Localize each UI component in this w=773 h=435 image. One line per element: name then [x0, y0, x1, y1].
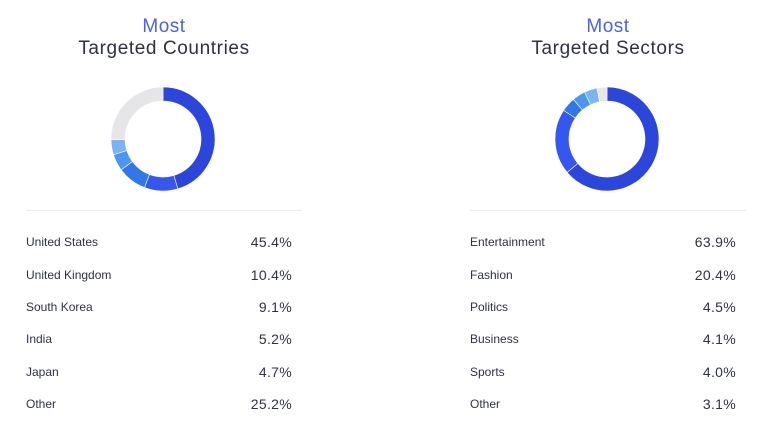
- countries-title: Most Targeted Countries: [26, 16, 302, 60]
- donut-slice-entertainment: [566, 86, 660, 192]
- country-label: Other: [26, 397, 57, 412]
- countries-row: United States 45.4%: [26, 226, 292, 258]
- sectors-row: Business 4.1%: [470, 323, 736, 355]
- sector-label: Sports: [470, 364, 505, 379]
- sector-label: Business: [470, 332, 519, 347]
- sector-label: Entertainment: [470, 235, 545, 250]
- country-label: United Kingdom: [26, 267, 112, 282]
- countries-panel: Most Targeted Countries United States 45…: [26, 0, 302, 412]
- country-value: 5.2%: [258, 331, 292, 348]
- sector-value: 4.1%: [702, 331, 736, 348]
- donut-slice-other: [596, 86, 608, 103]
- sectors-row: Other 3.1%: [470, 388, 736, 420]
- sectors-row: Entertainment 63.9%: [470, 226, 736, 258]
- countries-row: Japan 4.7%: [26, 356, 292, 388]
- country-value: 10.4%: [250, 266, 292, 283]
- sector-value: 4.0%: [702, 363, 736, 380]
- sectors-row: Politics 4.5%: [470, 291, 736, 323]
- sectors-donut-chart: [552, 84, 662, 194]
- sectors-title-line1: Most: [586, 16, 630, 37]
- country-label: Japan: [26, 364, 59, 379]
- country-value: 9.1%: [258, 298, 292, 315]
- donut-slice-other: [110, 86, 164, 140]
- donut-slice-united-kingdom: [144, 174, 179, 192]
- sector-label: Other: [470, 397, 501, 412]
- country-label: United States: [26, 235, 99, 250]
- sector-value: 4.5%: [702, 298, 736, 315]
- sector-value: 3.1%: [702, 396, 736, 413]
- country-value: 25.2%: [250, 396, 292, 413]
- countries-row: United Kingdom 10.4%: [26, 258, 292, 290]
- countries-title-line1: Most: [142, 16, 186, 37]
- country-label: India: [26, 332, 53, 347]
- sector-value: 20.4%: [694, 266, 736, 283]
- donut-slice-united-states: [162, 86, 216, 190]
- sector-value: 63.9%: [694, 234, 736, 251]
- country-label: South Korea: [26, 299, 93, 314]
- countries-title-line2: Targeted Countries: [78, 38, 250, 59]
- sector-label: Fashion: [470, 267, 513, 282]
- sectors-title-line2: Targeted Sectors: [531, 38, 685, 59]
- countries-row: South Korea 9.1%: [26, 291, 292, 323]
- sector-label: Politics: [470, 299, 509, 314]
- countries-divider: [26, 210, 302, 211]
- sectors-title: Most Targeted Sectors: [470, 16, 746, 60]
- sectors-list: Entertainment 63.9% Fashion 20.4% Politi…: [470, 226, 736, 420]
- sectors-divider: [470, 210, 746, 211]
- sectors-panel: Most Targeted Sectors Entertainment 63.9…: [470, 0, 746, 412]
- country-value: 45.4%: [250, 234, 292, 251]
- sectors-row: Sports 4.0%: [470, 356, 736, 388]
- countries-row: Other 25.2%: [26, 388, 292, 420]
- countries-donut-chart: [108, 84, 218, 194]
- country-value: 4.7%: [258, 363, 292, 380]
- sectors-row: Fashion 20.4%: [470, 258, 736, 290]
- countries-list: United States 45.4% United Kingdom 10.4%…: [26, 226, 292, 420]
- countries-row: India 5.2%: [26, 323, 292, 355]
- donut-slice-fashion: [554, 109, 579, 173]
